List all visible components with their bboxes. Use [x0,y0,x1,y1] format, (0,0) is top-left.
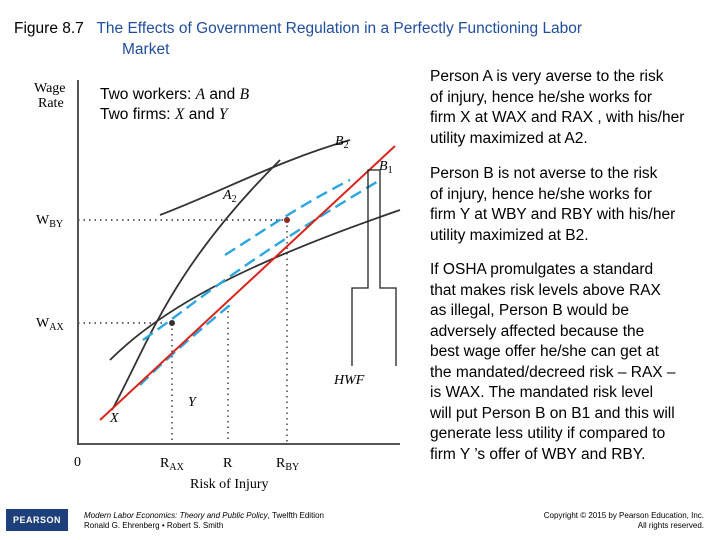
tangency-point-a [169,320,175,326]
legend-firms: Two firms: X and Y [100,106,228,123]
hwf-callout [351,169,397,366]
figure-title-line2: Market [122,41,170,58]
diagram-legend: Two workers: A and B Two firms: X and Y [100,85,249,125]
curve-a2 [111,159,281,411]
curve-b1 [109,209,401,361]
tangency-point-b [284,217,290,223]
para2-line: firm Y at WBY and RBY with his/her [430,206,676,223]
para3-line: that makes risk levels above RAX [430,281,661,299]
para2-line: of injury, hence he/she works for [430,185,652,203]
paragraph-osha: If OSHA promulgates a standard that make… [430,260,715,465]
book-title: Modern Labor Economics: Theory and Publi… [84,511,268,520]
para2-line: utility maximized at B2. [430,226,589,244]
hwf-arrow-shape [351,169,397,366]
para3-line: best wage offer he/she can get at [430,343,659,360]
figure-number: Figure 8.7 [14,20,84,37]
x-axis-label: Risk of Injury [190,477,269,492]
copyright-line2: All rights reserved. [637,521,704,530]
para1-line: Person A is very averse to the risk [430,68,664,85]
x-offer-label: X [109,411,119,426]
offer-curve-x [142,178,381,341]
footer-copyright: Copyright © 2015 by Pearson Education, I… [544,511,704,531]
paragraph-person-a: Person A is very averse to the risk of i… [430,67,715,149]
book-edition: , Twelfth Edition [267,511,324,520]
para3-line: firm Y ’s offer of WBY and RBY. [430,445,646,463]
r-label: R [223,456,233,471]
hwf-label: HWF [333,373,365,388]
para1-line: utility maximized at A2. [430,129,588,147]
figure-title-line1: The Effects of Government Regulation in … [96,20,583,37]
para1-line: of injury, hence he/she works for [430,88,652,106]
legend-workers: Two workers: A and B [100,86,250,103]
y-axis-label-wage: Wage [34,81,66,96]
offer-curves [139,178,381,386]
para1-line: firm X at WAX and RAX , with his/her [430,109,685,126]
labor-market-diagram: Wage Rate Risk of Injury 0 WBY WAX RAX R… [34,80,401,492]
a2-label: A2 [222,188,237,205]
para3-line: the mandated/decreed risk – RAX – [430,363,676,381]
para3-line: generate less utility if compared to [430,425,666,442]
wax-label: WAX [36,316,64,333]
para3-line: adversely affected because the [430,322,645,340]
para2-line: Person B is not averse to the risk [430,165,658,182]
b1-label: B1 [379,159,393,176]
curve-b2 [159,139,351,216]
rby-label: RBY [276,456,299,473]
para3-line: will put Person B on B1 and this will [430,404,675,422]
y-offer-label: Y [188,395,198,410]
paragraph-person-b: Person B is not averse to the risk of in… [430,164,715,246]
y-axis-label-rate: Rate [38,96,64,111]
pearson-logo: PEARSON [6,509,68,531]
rax-label: RAX [160,456,185,473]
para3-line: If OSHA promulgates a standard [430,261,654,278]
offer-curve-y-lower [139,304,231,386]
wby-label: WBY [36,213,63,230]
footer-citation: Modern Labor Economics: Theory and Publi… [84,511,324,531]
b2-label: B2 [335,134,349,151]
para3-line: is WAX. The mandated risk level [430,384,654,401]
book-authors: Ronald G. Ehrenberg • Robert S. Smith [84,521,224,530]
copyright-line1: Copyright © 2015 by Pearson Education, I… [543,511,704,520]
indifference-curves [109,139,401,411]
hedonic-wage-function-line [99,145,396,421]
figure-title: Figure 8.7 The Effects of Government Reg… [14,18,582,60]
origin-label: 0 [74,455,81,470]
para3-line: as illegal, Person B would be [430,302,630,319]
offer-curve-y-upper [224,178,351,257]
